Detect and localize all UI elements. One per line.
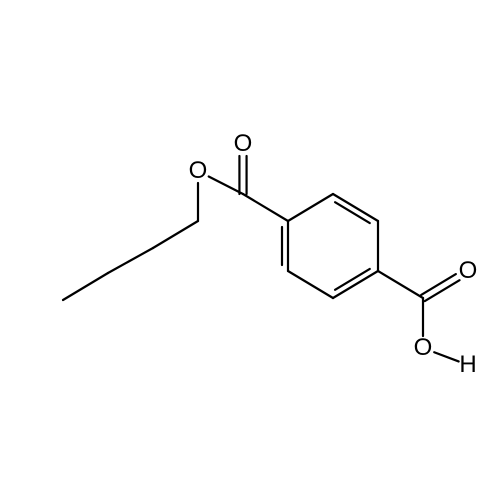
atom-label-O10: O bbox=[414, 336, 433, 360]
atom-label-O9: O bbox=[459, 259, 478, 283]
atom-label-O5: O bbox=[189, 159, 208, 183]
atom-label-O7: O bbox=[234, 132, 253, 156]
atom-label-H11: H bbox=[459, 353, 476, 377]
chemical-structure-canvas: O O O O H bbox=[0, 0, 500, 500]
bond-layer bbox=[0, 0, 500, 500]
